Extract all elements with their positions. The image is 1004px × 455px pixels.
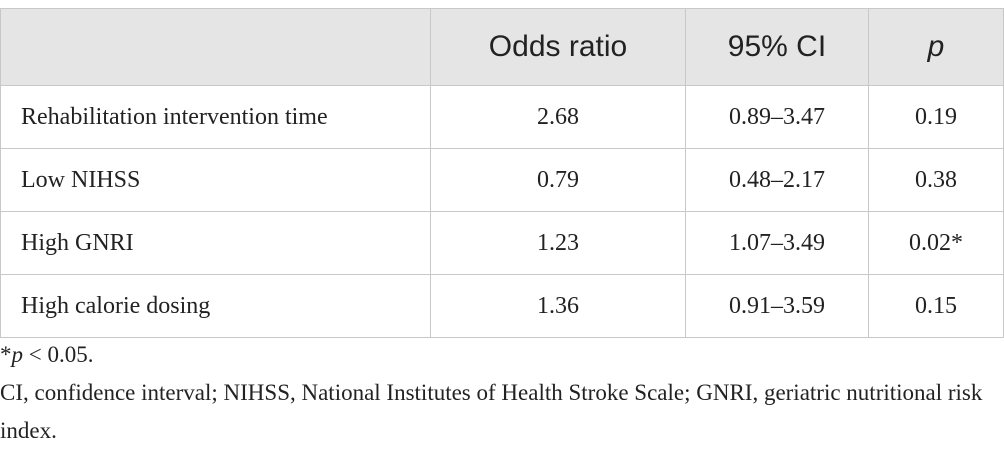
note-text: < 0.05. xyxy=(23,342,94,367)
data-table: Odds ratio 95% CI p Rehabilitation inter… xyxy=(0,8,1004,338)
table-cell: 0.89–3.47 xyxy=(685,85,869,149)
header-cell: Odds ratio xyxy=(430,8,686,86)
table-cell: 0.91–3.59 xyxy=(685,274,869,338)
header-cell xyxy=(0,8,431,86)
table-cell: 1.36 xyxy=(430,274,686,338)
table-cell: 1.07–3.49 xyxy=(685,211,869,275)
table-row: Low NIHSS 0.79 0.48–2.17 0.38 xyxy=(0,148,1004,212)
row-label: Low NIHSS xyxy=(0,148,431,212)
row-label: Rehabilitation intervention time xyxy=(0,85,431,149)
table-row: High GNRI 1.23 1.07–3.49 0.02* xyxy=(0,211,1004,275)
table-body: Rehabilitation intervention time 2.68 0.89… xyxy=(0,85,1004,338)
table-cell: 2.68 xyxy=(430,85,686,149)
table-cell: 1.23 xyxy=(430,211,686,275)
row-label: High GNRI xyxy=(0,211,431,275)
table-row: High calorie dosing 1.36 0.91–3.59 0.15 xyxy=(0,274,1004,338)
significance-note: *p < 0.05. xyxy=(0,336,1000,374)
table-cell: 0.38 xyxy=(868,148,1004,212)
note-marker: * xyxy=(0,342,12,367)
header-cell: 95% CI xyxy=(685,8,869,86)
row-label: High calorie dosing xyxy=(0,274,431,338)
table-cell: 0.15 xyxy=(868,274,1004,338)
table-cell: 0.79 xyxy=(430,148,686,212)
header-row: Odds ratio 95% CI p xyxy=(0,8,1004,86)
table-row: Rehabilitation intervention time 2.68 0.89… xyxy=(0,85,1004,149)
note-symbol: p xyxy=(11,342,24,367)
header-cell: p xyxy=(868,8,1004,86)
table-cell: 0.19 xyxy=(868,85,1004,149)
table-cell: 0.48–2.17 xyxy=(685,148,869,212)
table-cell: 0.02* xyxy=(868,211,1004,275)
abbreviations-note: CI, confidence interval; NIHSS, National… xyxy=(0,380,983,443)
footnotes: *p < 0.05. CI, confidence interval; NIHS… xyxy=(0,336,1000,450)
